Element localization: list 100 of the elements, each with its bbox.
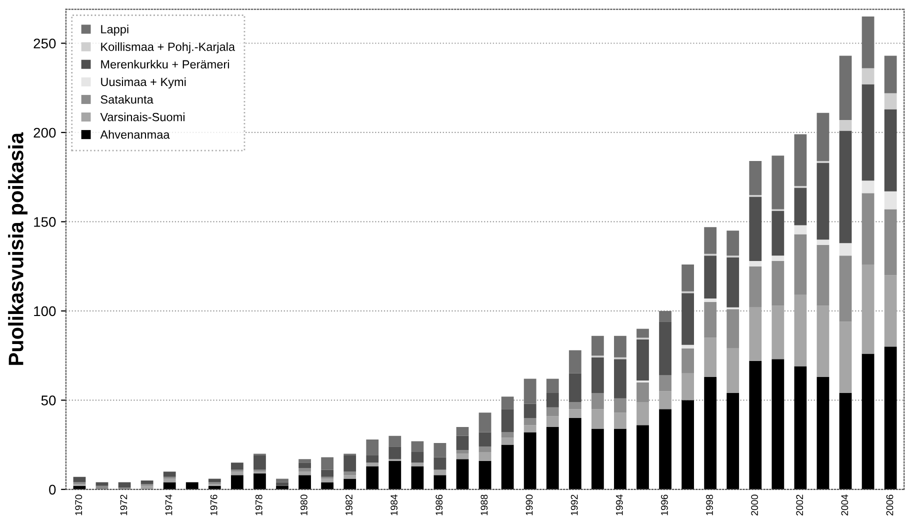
bar: [794, 294, 807, 366]
bar: [704, 256, 717, 298]
bar: [411, 462, 424, 466]
bar: [884, 191, 897, 210]
legend-label: Varsinais-Suomi: [100, 112, 184, 122]
bar: [772, 260, 784, 306]
bar: [749, 266, 762, 308]
bar: [456, 459, 469, 490]
bar: [659, 409, 672, 490]
bar: [839, 393, 852, 490]
bar: [816, 240, 830, 245]
bar: [411, 466, 424, 490]
x-tick-label: 2002: [796, 494, 804, 516]
x-tick-label: 1982: [346, 494, 352, 516]
bar: [478, 460, 492, 490]
bar: [298, 468, 311, 472]
x-tick-label: 1996: [660, 494, 668, 516]
bar: [298, 475, 311, 490]
bar: [636, 402, 649, 426]
bar: [344, 472, 356, 476]
bar: [501, 409, 514, 432]
bar: [704, 338, 717, 377]
bar: [884, 109, 897, 192]
bar: [794, 225, 807, 234]
bar: [524, 404, 536, 418]
bar: [366, 456, 379, 463]
bar: [254, 473, 266, 490]
bar: [772, 211, 784, 256]
bar: [163, 472, 176, 477]
bar: [591, 393, 604, 410]
bar: [704, 298, 717, 302]
bar: [546, 378, 559, 394]
bar: [749, 196, 762, 261]
bar: [388, 446, 402, 460]
bar: [862, 264, 874, 354]
y-axis-title: Puolikasvuisia poikasia: [8, 132, 28, 365]
x-tick-label: 1978: [255, 494, 262, 516]
bar: [456, 450, 469, 454]
bar: [704, 227, 717, 254]
bar: [839, 322, 852, 394]
bar: [366, 466, 379, 490]
bar: [524, 378, 536, 404]
bar: [524, 425, 536, 432]
bar: [546, 426, 559, 490]
bar: [614, 359, 626, 398]
x-tick-label: 1984: [390, 494, 398, 516]
bar: [230, 472, 244, 476]
bar: [884, 56, 897, 94]
bar: [321, 470, 334, 477]
bar: [568, 409, 582, 418]
bar: [163, 482, 176, 490]
legend-label: Merenkurkku + Perämeri: [101, 60, 229, 69]
bar: [163, 478, 176, 482]
bar: [230, 462, 244, 470]
bar: [839, 130, 852, 244]
bar: [321, 478, 334, 482]
bar: [614, 412, 626, 429]
bar: [298, 462, 311, 468]
bar: [749, 360, 762, 490]
bar: [388, 460, 402, 490]
y-tick-label: 0: [49, 484, 56, 495]
bar: [456, 454, 469, 460]
bar: [546, 393, 559, 408]
bar: [568, 350, 582, 374]
bar: [749, 161, 762, 195]
bar: [344, 478, 356, 490]
x-tick-label: 1970: [75, 494, 82, 516]
bar: [772, 156, 784, 210]
bar: [862, 84, 874, 181]
bar: [411, 452, 424, 463]
bar: [501, 396, 514, 410]
bar: [434, 470, 446, 476]
bar: [659, 375, 672, 392]
bar: [186, 482, 198, 490]
bar: [659, 322, 672, 376]
bar: [794, 188, 807, 226]
bar: [636, 382, 649, 402]
bar: [794, 234, 807, 295]
bar: [884, 209, 897, 276]
legend-label: Uusimaa + Kymi: [101, 77, 186, 88]
bar: [478, 446, 492, 452]
bar: [636, 340, 649, 381]
bar: [321, 457, 334, 470]
x-tick-label: 1986: [436, 494, 443, 516]
bar: [862, 16, 874, 68]
bar: [568, 373, 582, 402]
y-tick-label: 250: [34, 38, 56, 48]
legend-label: Koillismaa + Pohj.-Karjala: [101, 42, 236, 54]
y-tick-label: 200: [34, 128, 56, 138]
bar: [614, 398, 626, 413]
bar: [839, 243, 852, 256]
bar: [614, 336, 626, 358]
bar: [140, 480, 154, 484]
bar: [682, 348, 694, 374]
bar: [726, 309, 740, 348]
x-tick-label: 1972: [120, 494, 128, 516]
bar: [501, 438, 514, 445]
bar: [478, 412, 492, 432]
bar: [884, 275, 897, 347]
bar: [726, 230, 740, 256]
